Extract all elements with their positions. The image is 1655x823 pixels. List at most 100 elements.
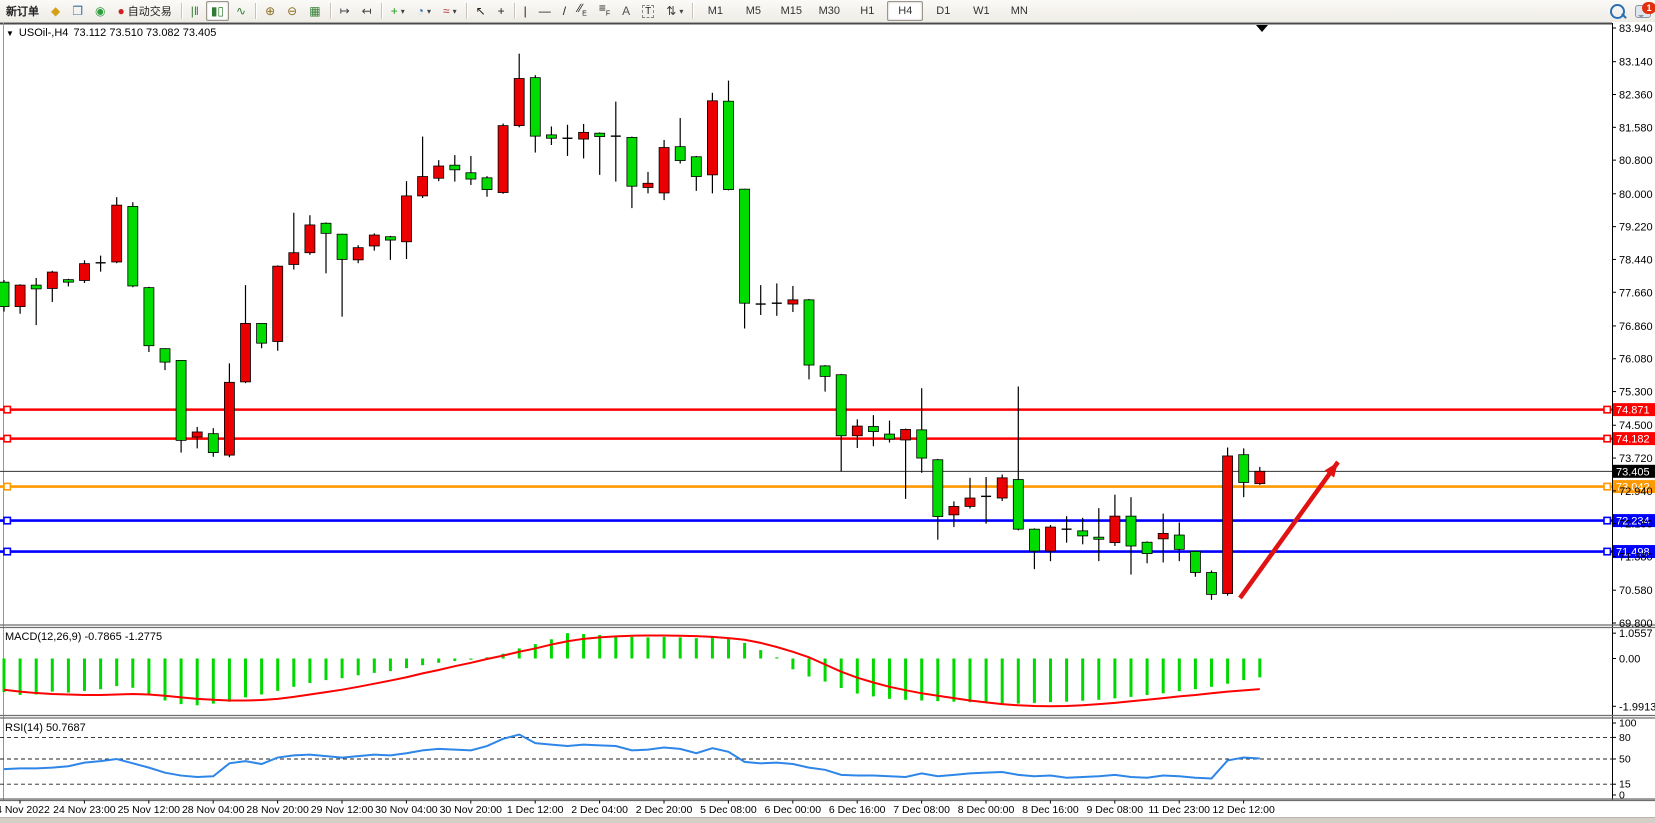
trendline-button[interactable]: / <box>558 1 571 21</box>
price-label-text: 74.182 <box>1616 434 1650 446</box>
candle-bear <box>30 284 42 290</box>
templates-icon: + <box>390 4 398 18</box>
candle-bull <box>964 497 976 507</box>
candle-bear <box>690 156 702 177</box>
candle-bull <box>578 131 589 140</box>
auto-scroll-button[interactable]: ↦ <box>335 1 355 21</box>
timeframe-button-m1[interactable]: M1 <box>707 5 723 17</box>
candle-bear <box>626 137 638 187</box>
indicators-button[interactable]: ≈ ▾ <box>438 1 462 21</box>
gold-diamond-button[interactable]: ◆ <box>46 1 65 21</box>
chart-canvas[interactable]: 74.871 74.182 73.405 73.042 72.234 71.498 83.9… <box>0 22 1655 823</box>
price-axis-tick: 83.140 <box>1619 57 1653 69</box>
candle-bear <box>835 374 847 437</box>
vertical-line-button[interactable]: | <box>519 1 532 21</box>
candle-bear <box>884 433 895 440</box>
chart-shift-marker[interactable] <box>1256 25 1268 32</box>
ohlc-toggle-icon[interactable]: ▼ <box>6 28 14 38</box>
zoom-out-button[interactable]: ⊖ <box>282 1 302 21</box>
hline-handle[interactable] <box>1603 405 1612 414</box>
cursor-button[interactable]: ↖ <box>471 1 491 21</box>
candle-bull <box>1045 526 1056 552</box>
auto-trading-button[interactable]: ● 自动交易 <box>117 4 172 18</box>
date-axis-label: 24 Nov 2022 <box>0 804 50 816</box>
price-axis-tick: 73.720 <box>1619 453 1653 465</box>
periods-button[interactable]: ◔ ▾ <box>412 1 436 21</box>
hline-handle[interactable] <box>3 516 12 525</box>
search-icon[interactable] <box>1610 3 1625 19</box>
templates-button[interactable]: + ▾ <box>386 1 410 21</box>
candlestick-chart-button[interactable]: ▮▯ <box>205 1 230 21</box>
signals-button[interactable]: ◉ <box>90 1 110 21</box>
chart-shift-button[interactable]: ↤ <box>357 1 377 21</box>
candle-bear <box>868 426 879 432</box>
chat-icon[interactable]: 1 <box>1635 1 1655 18</box>
price-axis-tick: 81.580 <box>1619 122 1653 134</box>
zoom-in-button[interactable]: ⊕ <box>260 1 280 21</box>
timeframe-button-h1[interactable]: H1 <box>860 5 875 17</box>
date-axis-label: 6 Dec 16:00 <box>829 804 886 816</box>
timeframe-button-w1[interactable]: W1 <box>973 5 990 17</box>
timeframe-button-d1[interactable]: D1 <box>936 5 951 17</box>
hline-handle[interactable] <box>1603 547 1612 556</box>
candle-bear <box>739 188 750 304</box>
candle-bull <box>642 182 654 188</box>
line-chart-button[interactable]: ∿ <box>231 1 251 21</box>
hline-handle[interactable] <box>3 434 12 443</box>
candle-bear <box>1093 536 1105 540</box>
window-bottom-edge <box>0 817 1655 823</box>
date-axis-label: 1 Dec 12:00 <box>507 804 564 816</box>
candle-bull <box>996 477 1008 499</box>
toolbar-separator <box>329 3 331 19</box>
trend-arrow-head <box>1324 462 1338 478</box>
text-button[interactable]: A <box>617 1 635 21</box>
chevron-down-icon: ▾ <box>426 6 431 16</box>
crosshair-button[interactable]: + <box>493 1 510 21</box>
date-axis-label: 5 Dec 08:00 <box>700 804 757 816</box>
candle-bull <box>707 100 718 176</box>
macd-axis-tick: 0.00 <box>1619 654 1640 666</box>
fibonacci-button[interactable]: ≡F <box>594 1 615 21</box>
candle-bear <box>1206 572 1217 595</box>
hline-handle[interactable] <box>1603 434 1612 443</box>
hline-handle[interactable] <box>3 547 12 556</box>
hline-handle[interactable] <box>3 405 12 414</box>
horizontal-line-button[interactable]: — <box>534 1 556 21</box>
candle-bear <box>546 134 557 139</box>
toolbar: 新订单 ◆ ❐ ◉ ● 自动交易 |‖ ▮▯ ∿ ⊕ ⊖ ▦ ↦ ↤ + ▾ ◔ ▾ ≈ ▾ ↖ + | — / ∕∕E ≡F A T ⇅… <box>0 0 1655 23</box>
new-order-button[interactable]: 新订单 <box>6 6 39 18</box>
timeframe-button-m15[interactable]: M15 <box>780 5 803 17</box>
timeframe-button-m30[interactable]: M30 <box>818 5 841 17</box>
timeframe-button-m5[interactable]: M5 <box>745 5 761 17</box>
hline-handle[interactable] <box>1603 516 1612 525</box>
vertical-line-icon: | <box>523 4 527 18</box>
chart-title: ▼ USOil-,H4 73.112 73.510 73.082 73.405 <box>6 27 216 39</box>
hline-handle[interactable] <box>3 482 12 491</box>
candle-bear <box>175 360 187 441</box>
candle-bull <box>288 252 300 265</box>
signals-icon: ◉ <box>95 4 106 18</box>
text-icon: A <box>622 4 631 18</box>
candle-bull <box>900 429 911 441</box>
chart-window[interactable]: 74.871 74.182 73.405 73.042 72.234 71.498 83.9… <box>0 22 1655 823</box>
price-label-badge <box>1613 514 1655 528</box>
trend-arrow[interactable] <box>1238 460 1340 600</box>
candle-bull <box>14 284 26 307</box>
hline-handle[interactable] <box>1603 482 1612 491</box>
terminal-button[interactable]: ❐ <box>67 1 88 21</box>
tile-windows-button[interactable]: ▦ <box>304 1 325 21</box>
equidistant-channel-button[interactable]: ∕∕E <box>573 1 592 21</box>
text-label-button[interactable]: T <box>637 1 659 21</box>
price-axis-tick: 72.160 <box>1619 519 1653 531</box>
candle-bear <box>127 206 139 287</box>
candle-bull <box>497 125 509 193</box>
arrows-button[interactable]: ⇅ ▾ <box>661 1 688 21</box>
candle-bull <box>851 425 863 437</box>
line-chart-icon: ∿ <box>236 4 247 18</box>
price-axis-tick: 80.000 <box>1619 189 1653 201</box>
timeframe-button-h4[interactable]: H4 <box>887 1 924 21</box>
bar-chart-button[interactable]: |‖ <box>186 1 204 21</box>
trendline-icon: / <box>562 4 567 18</box>
chart-shift-icon: ↤ <box>361 4 372 18</box>
timeframe-button-mn[interactable]: MN <box>1010 5 1028 17</box>
